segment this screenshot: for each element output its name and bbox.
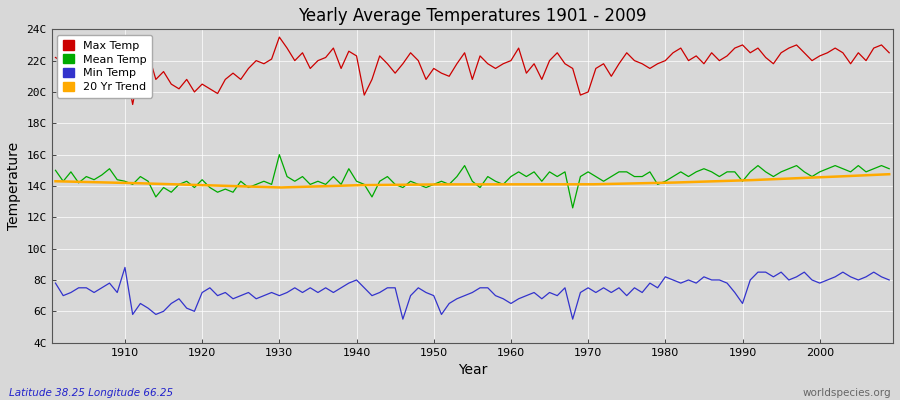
Text: Latitude 38.25 Longitude 66.25: Latitude 38.25 Longitude 66.25 <box>9 388 173 398</box>
Text: worldspecies.org: worldspecies.org <box>803 388 891 398</box>
Y-axis label: Temperature: Temperature <box>7 142 21 230</box>
Title: Yearly Average Temperatures 1901 - 2009: Yearly Average Temperatures 1901 - 2009 <box>298 7 646 25</box>
Legend: Max Temp, Mean Temp, Min Temp, 20 Yr Trend: Max Temp, Mean Temp, Min Temp, 20 Yr Tre… <box>58 35 152 98</box>
X-axis label: Year: Year <box>457 363 487 377</box>
